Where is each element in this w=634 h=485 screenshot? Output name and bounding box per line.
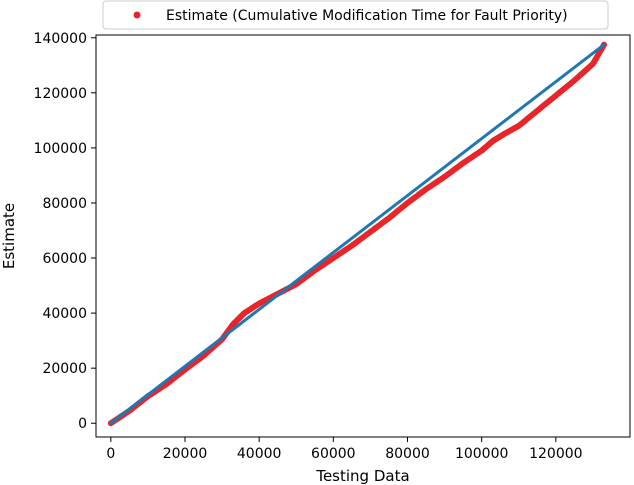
x-tick-label: 0: [106, 446, 115, 462]
y-tick-label: 0: [78, 416, 87, 432]
x-tick-label: 60000: [311, 446, 356, 462]
reference-line: [109, 43, 606, 425]
x-tick-label: 20000: [163, 446, 208, 462]
x-tick-label: 100000: [455, 446, 508, 462]
x-tick-label: 40000: [237, 446, 282, 462]
x-tick-label: 80000: [385, 446, 430, 462]
plot-frame: [95, 34, 631, 438]
x-axis: 0 20000 40000 60000 80000 100000 120000: [106, 437, 583, 462]
y-tick-label: 80000: [42, 196, 87, 212]
plot-area: [107, 41, 608, 427]
legend: Estimate (Cumulative Modification Time f…: [102, 0, 609, 30]
y-tick-label: 60000: [42, 251, 87, 267]
y-tick-label: 40000: [42, 306, 87, 322]
y-tick-label: 100000: [34, 141, 87, 157]
legend-label: Estimate (Cumulative Modification Time f…: [166, 8, 568, 24]
x-tick-label: 120000: [529, 446, 582, 462]
y-tick-label: 140000: [34, 31, 87, 47]
y-axis: 0 20000 40000 60000 80000 100000 120000 140000: [34, 31, 96, 432]
y-tick-label: 20000: [42, 361, 87, 377]
y-axis-label: Estimate: [0, 203, 18, 269]
legend-marker-icon: [133, 11, 141, 19]
x-axis-label: Testing Data: [315, 467, 409, 485]
y-tick-label: 120000: [34, 86, 87, 102]
legend-frame: [102, 0, 609, 30]
